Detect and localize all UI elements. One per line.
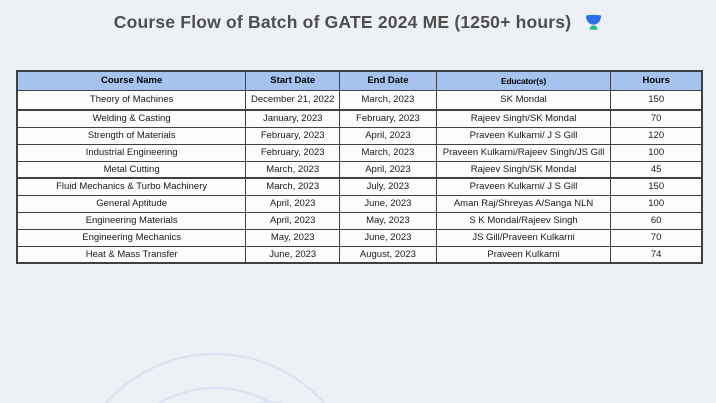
table-row: Engineering Mechanics May, 2023 June, 2023… [16, 228, 703, 247]
table-header-row: Course Name Start Date End Date Educator(s)… [16, 70, 703, 91]
cell-end-date: August, 2023 [339, 245, 437, 264]
trophy-funnel-icon [585, 14, 602, 31]
cell-hours: 100 [610, 194, 703, 213]
cell-educators: Aman Raj/Shreyas A/Sanga NLN [435, 194, 612, 213]
table-row: Fluid Mechanics & Turbo Machinery March, … [16, 177, 703, 196]
cell-educators: Praveen Kulkarni/Rajeev Singh/JS Gill [435, 143, 612, 162]
cell-start-date: December 21, 2022 [245, 89, 341, 111]
cell-course-name: General Aptitude [16, 194, 247, 213]
concentric-arcs-watermark [104, 352, 326, 403]
column-header-course-name: Course Name [16, 70, 247, 91]
table-row: Industrial Engineering February, 2023 Marc… [16, 143, 703, 162]
cell-start-date: April, 2023 [245, 211, 341, 230]
table-header: Course Name Start Date End Date Educator(s)… [16, 70, 703, 91]
cell-start-date: February, 2023 [245, 143, 341, 162]
cell-hours: 150 [610, 177, 703, 196]
cell-educators: Rajeev Singh/SK Mondal [435, 160, 612, 179]
cell-educators: Praveen Kulkarni/ J S Gill [435, 177, 612, 196]
cell-course-name: Fluid Mechanics & Turbo Machinery [16, 177, 247, 196]
table-row: Welding & Casting January, 2023 February, … [16, 109, 703, 128]
cell-hours: 150 [610, 89, 703, 111]
cell-course-name: Industrial Engineering [16, 143, 247, 162]
cell-hours: 100 [610, 143, 703, 162]
cell-start-date: February, 2023 [245, 126, 341, 145]
cell-course-name: Welding & Casting [16, 109, 247, 128]
cell-educators: Praveen Kulkarni [435, 245, 612, 264]
cell-hours: 70 [610, 109, 703, 128]
cell-educators: SK Mondal [435, 89, 612, 111]
cell-educators: JS Gill/Praveen Kulkarni [435, 228, 612, 247]
cell-start-date: May, 2023 [245, 228, 341, 247]
table-row: General Aptitude April, 2023 June, 2023 Ama… [16, 194, 703, 213]
column-header-start-date: Start Date [245, 70, 341, 91]
cell-end-date: June, 2023 [339, 228, 437, 247]
table-row: Theory of Machines December 21, 2022 March… [16, 89, 703, 111]
table-row: Metal Cutting March, 2023 April, 2023 Rajee… [16, 160, 703, 179]
table-row: Engineering Materials April, 2023 May, 202… [16, 211, 703, 230]
cell-start-date: March, 2023 [245, 177, 341, 196]
column-header-end-date: End Date [339, 70, 437, 91]
cell-course-name: Heat & Mass Transfer [16, 245, 247, 264]
cell-start-date: January, 2023 [245, 109, 341, 128]
cell-end-date: April, 2023 [339, 126, 437, 145]
page-title: Course Flow of Batch of GATE 2024 ME (12… [113, 11, 572, 32]
cell-end-date: May, 2023 [339, 211, 437, 230]
cell-course-name: Theory of Machines [16, 89, 247, 111]
cell-educators: S K Mondal/Rajeev Singh [435, 211, 612, 230]
cell-start-date: April, 2023 [245, 194, 341, 213]
cell-course-name: Engineering Mechanics [16, 228, 247, 247]
cell-course-name: Strength of Materials [16, 126, 247, 145]
cell-hours: 70 [610, 228, 703, 247]
table-row: Heat & Mass Transfer June, 2023 August, 20… [16, 245, 703, 264]
cell-end-date: June, 2023 [339, 194, 437, 213]
table-row: Strength of Materials February, 2023 April… [16, 126, 703, 145]
table-body: Theory of Machines December 21, 2022 March… [16, 89, 703, 264]
cell-hours: 120 [610, 126, 703, 145]
cell-hours: 74 [610, 245, 703, 264]
cell-educators: Praveen Kulkarni/ J S Gill [435, 126, 612, 145]
cell-end-date: March, 2023 [339, 143, 437, 162]
cell-start-date: March, 2023 [245, 160, 341, 179]
cell-start-date: June, 2023 [245, 245, 341, 264]
column-header-educators: Educator(s) [435, 70, 612, 91]
cell-end-date: July, 2023 [339, 177, 437, 196]
column-header-hours: Hours [610, 70, 703, 91]
cell-hours: 60 [610, 211, 703, 230]
course-flow-table: Course Name Start Date End Date Educator(s)… [16, 70, 703, 264]
cell-end-date: February, 2023 [339, 109, 437, 128]
cell-end-date: April, 2023 [339, 160, 437, 179]
cell-end-date: March, 2023 [339, 89, 437, 111]
cell-course-name: Engineering Materials [16, 211, 247, 230]
cell-educators: Rajeev Singh/SK Mondal [435, 109, 612, 128]
title-bar: Course Flow of Batch of GATE 2024 ME (12… [0, 6, 716, 38]
cell-hours: 45 [610, 160, 703, 179]
cell-course-name: Metal Cutting [16, 160, 247, 179]
